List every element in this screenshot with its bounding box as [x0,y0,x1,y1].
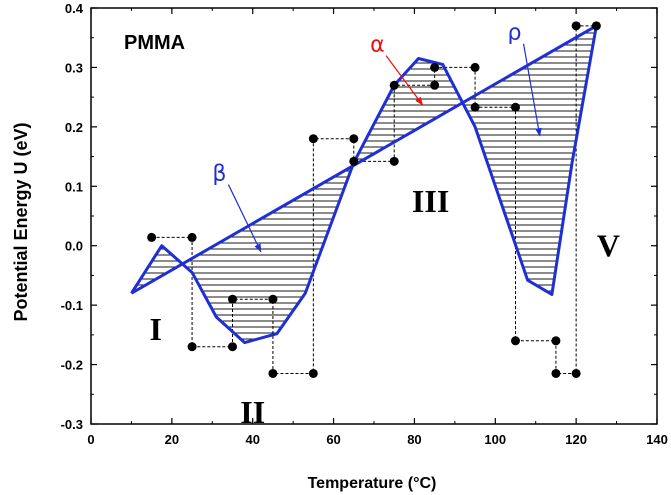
x-tick-label: 120 [565,432,587,447]
y-tick-label: 0.2 [65,120,83,135]
x-axis-title: Temperature (°C) [308,475,437,492]
y-tick-label: 0.0 [65,239,83,254]
marker-point [308,134,318,144]
rho-label: ρ [508,21,522,46]
chart-title-text: PMMA [124,32,185,54]
marker-point [349,156,359,166]
axis-ticks-layer: 0 20 40 60 80 100 120 140 -0.3 -0.2 -0.1 0.0 0.1 0.2 0… [61,1,668,447]
marker-point [349,134,359,144]
marker-point [511,336,520,346]
y-tick-label: -0.1 [61,298,83,313]
marker-point [430,80,440,90]
potential-curve [130,25,598,345]
x-tick-label: 100 [484,432,506,447]
y-tick-label: -0.3 [61,417,83,432]
region-label-ii: II [240,394,265,430]
marker-point [147,232,157,242]
rho-arrow [522,43,542,137]
marker-point [389,80,399,90]
marker-point [430,62,440,72]
x-tick-label: 0 [87,432,94,447]
hatched-area-layer [131,25,597,343]
x-tick-label: 80 [407,432,421,447]
dashed-step-path [151,25,597,374]
marker-point [308,368,318,378]
curves-layer [130,24,598,345]
y-axis-title-text: Potential Energy U (eV) [11,122,31,321]
y-axis-title: Potential Energy U (eV) [11,122,31,321]
marker-point [470,62,480,72]
marker-point [389,156,399,166]
region-label-iii: III [412,183,449,219]
y-tick-label: 0.4 [65,1,84,16]
marker-point [551,368,561,378]
marker-point [228,294,237,304]
marker-point [268,368,278,378]
marker-point [571,368,581,378]
y-tick-label: -0.2 [61,358,83,373]
alpha-arrow [385,55,424,106]
marker-point [551,336,561,346]
chart-title: PMMA [124,32,185,54]
marker-point [228,342,237,352]
marker-points-layer [147,21,601,378]
x-axis-title-text: Temperature (°C) [308,475,437,492]
y-tick-label: 0.3 [65,60,83,75]
y-tick-label: 0.1 [65,179,83,194]
hatched-region [131,25,597,343]
x-tick-label: 140 [646,432,668,447]
straight-line [130,24,598,295]
x-tick-label: 20 [165,432,179,447]
marker-point [571,21,581,31]
marker-point [511,102,520,112]
marker-point [187,342,197,352]
alpha-label: α [370,33,385,58]
annotation-arrows-layer [227,43,542,253]
dashed-step-layer [151,25,597,374]
marker-point [187,232,197,242]
region-label-v: V [597,228,620,264]
beta-label: β [212,162,226,187]
marker-point [591,21,601,31]
x-tick-label: 40 [245,432,259,447]
beta-arrow [227,184,262,253]
marker-point [268,294,278,304]
marker-point [470,102,480,112]
region-label-i: I [149,311,161,347]
x-tick-label: 60 [326,432,340,447]
